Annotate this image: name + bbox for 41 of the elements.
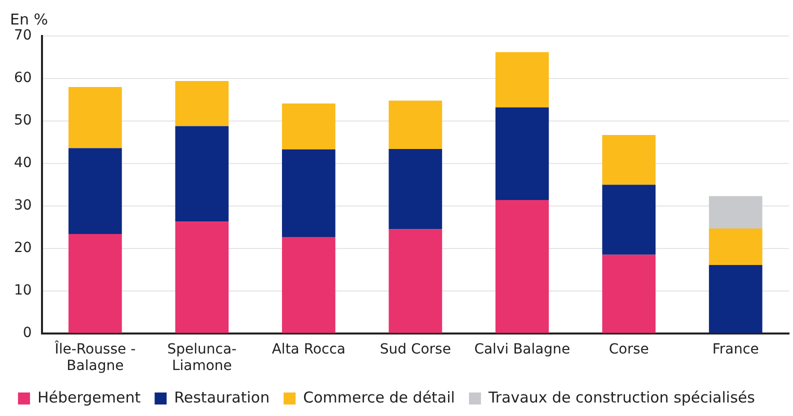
y-tick-label: 40 — [14, 155, 32, 172]
bar — [282, 104, 336, 150]
bar — [68, 148, 122, 234]
x-tick-label: Corse — [608, 341, 649, 358]
legend-label: Commerce de détail — [303, 388, 455, 406]
x-tick-label: Spelunca-Liamone — [167, 341, 237, 374]
y-tick-label: 60 — [14, 70, 32, 86]
bar — [175, 126, 229, 222]
bar — [602, 254, 656, 333]
x-tick-label: Calvi Balagne — [474, 341, 570, 358]
bar — [68, 86, 122, 148]
legend-label: Restauration — [174, 388, 270, 406]
bar — [388, 229, 442, 333]
bar — [495, 52, 549, 108]
bar — [708, 196, 762, 228]
x-tick-label: France — [712, 341, 759, 358]
bar — [708, 228, 762, 265]
bar — [388, 100, 442, 150]
x-tick-label: Sud Corse — [380, 341, 451, 358]
bar — [68, 234, 122, 333]
bar — [495, 107, 549, 200]
y-tick-label: 20 — [14, 240, 32, 256]
bar — [175, 81, 229, 126]
bar — [602, 184, 656, 255]
bar — [708, 265, 762, 333]
y-tick-label: 70 — [14, 28, 32, 44]
x-tick-label: Alta Rocca — [272, 341, 346, 358]
y-tick-label: 10 — [14, 282, 32, 299]
bar — [175, 222, 229, 333]
y-tick-label: 30 — [14, 198, 32, 214]
y-tick-label: 0 — [22, 325, 32, 342]
bar — [495, 200, 549, 333]
y-tick-label: 50 — [14, 112, 32, 129]
bar — [602, 134, 656, 185]
legend-label: Hébergement — [38, 388, 141, 406]
bar — [282, 149, 336, 237]
y-axis-title: En % — [10, 10, 48, 28]
bar — [282, 236, 336, 333]
x-tick-label: Île-Rousse - Balagne — [54, 340, 136, 374]
bar — [388, 149, 442, 230]
legend-label: Travaux de construction spécialisés — [487, 388, 756, 406]
